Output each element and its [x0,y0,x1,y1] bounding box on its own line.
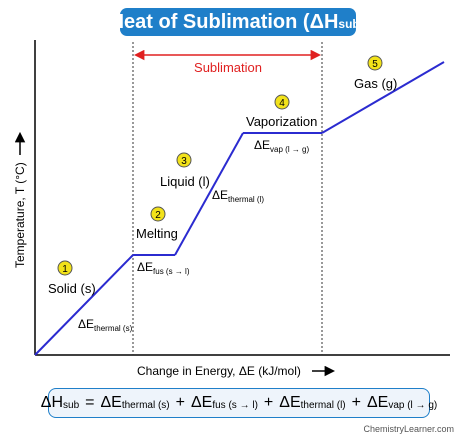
chart-title: Heat of Sublimation (ΔH sub) [110,8,366,36]
formula-term-4: ΔE vap (l → g) [367,394,437,412]
phase-badge-5 [367,55,383,71]
formula-term-2: ΔE fus (s → l) [191,394,258,412]
formula-term-3-main: ΔE [279,394,301,411]
title-end: ) [359,10,367,33]
formula-lhs-main: ΔH [40,394,64,411]
phase-number-1: 1 [62,264,68,275]
phase-2: 2 Melting [136,206,178,241]
phase-number-5: 5 [372,59,378,70]
formula-term-4-main: ΔE [366,394,389,411]
phase-badge-3 [176,152,192,168]
phase-badge-2 [150,206,166,222]
phase-4: 4 Vaporization [246,94,317,129]
segment-label-thermal-solid-main: ΔE [78,317,94,331]
formula-lhs: ΔH sub [41,394,79,412]
phase-1: 1 Solid (s) [48,260,96,296]
x-axis-label: Change in Energy, ΔE (kJ/mol) [137,364,301,378]
curve-segment-solid [34,254,134,356]
segment-label-thermal-solid: ΔEthermal (s) [78,317,133,333]
formula-plus-2: + [263,394,274,411]
segment-label-vaporization: ΔEvap (l → g) [254,138,309,154]
curve-segment-gas [321,61,445,134]
curve-segment-liquid [174,132,244,256]
y-axis-label: Temperature, T (°C) [13,162,27,268]
phase-number-3: 3 [181,156,187,167]
formula-term-1: ΔE thermal (s) [100,394,169,412]
formula-term-4-sub: vap (l → g) [388,400,438,411]
phase-label-4: Vaporization [246,114,317,129]
segment-label-thermal-solid-sub: thermal (s) [94,324,133,333]
phase-3: 3 Liquid (l) [160,152,210,189]
title-subscript: sub [338,17,360,31]
phase-label-5: Gas (g) [354,76,397,91]
segment-label-fusion-sub: fus (s → l) [153,267,190,276]
segment-label-thermal-liquid: ΔEthermal (l) [212,188,264,204]
sublimation-label: Sublimation [194,60,262,75]
segment-label-vaporization-main: ΔE [254,138,270,152]
segment-label-thermal-liquid-main: ΔE [212,188,228,202]
segment-label-fusion: ΔEfus (s → l) [137,260,190,276]
formula-term-3-sub: thermal (l) [300,400,346,411]
formula-term-3: ΔE thermal (l) [279,394,345,412]
phase-number-2: 2 [155,210,161,221]
phase-label-2: Melting [136,226,178,241]
formula-term-1-main: ΔE [100,394,122,411]
segment-label-thermal-liquid-sub: thermal (l) [228,195,264,204]
formula-term-2-main: ΔE [190,394,213,411]
phase-number-4: 4 [279,98,285,109]
phase-5: 5 Gas (g) [354,55,397,91]
sublimation-formula: ΔH sub = ΔE thermal (s) + ΔE fus (s → l) + … [41,388,437,418]
formula-plus-3: + [351,394,361,411]
formula-plus-1: + [175,394,185,411]
formula-term-1-sub: thermal (s) [121,400,170,411]
formula-equals: = [85,394,95,411]
phase-badge-4 [274,94,290,110]
phase-badge-1 [57,260,73,276]
title-main: Heat of Sublimation (ΔH [109,10,339,33]
watermark: ChemistryLearner.com [363,424,454,434]
phase-label-1: Solid (s) [48,281,96,296]
segment-label-fusion-main: ΔE [137,260,153,274]
heating-curve [34,61,445,356]
formula-lhs-sub: sub [63,400,80,411]
formula-term-2-sub: fus (s → l) [212,400,258,411]
segment-label-vaporization-sub: vap (l → g) [270,145,309,154]
phase-label-3: Liquid (l) [160,174,210,189]
